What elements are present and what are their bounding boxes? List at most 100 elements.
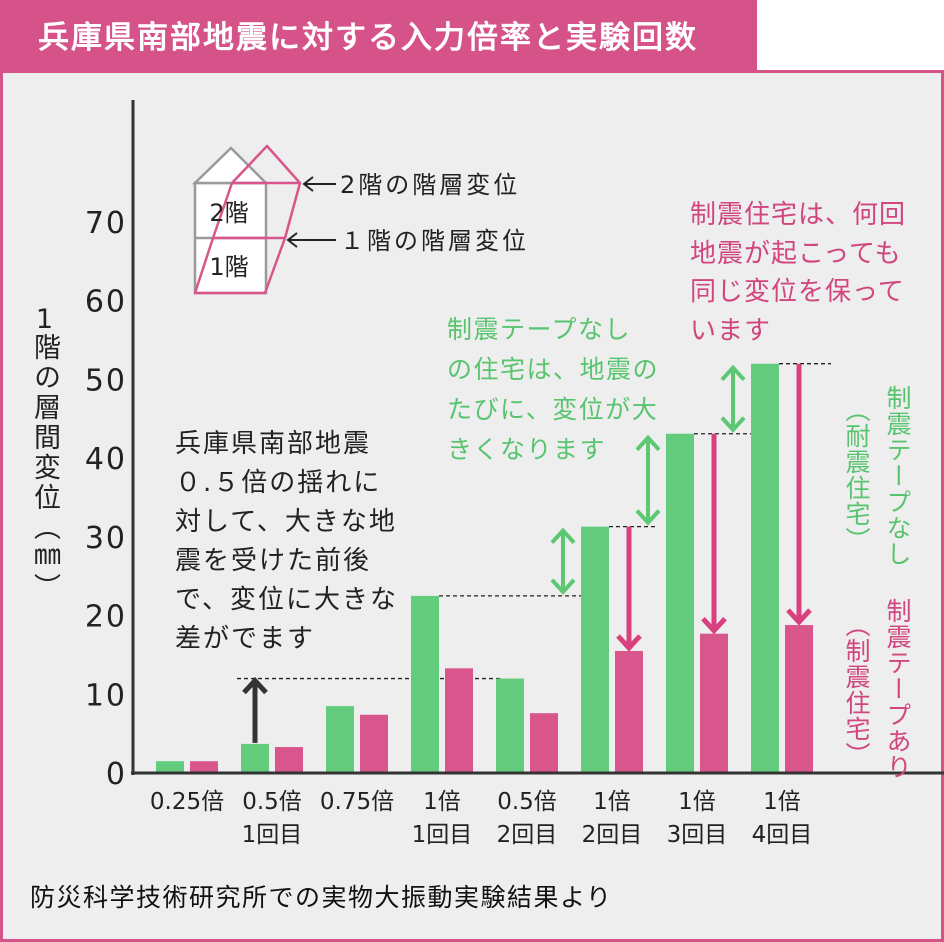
chart-marks: 0 10 20 30 40 50 60 70 0.25倍 0.5倍 1回目 0.75倍 1倍 1回目 0.5… [85,100,944,848]
y-tick-label: 70 [85,206,127,241]
x-tick-label: 1倍 [423,789,461,815]
vertical-char: 1 [35,306,54,333]
y-tick-label: 10 [85,678,127,713]
bar-with-tape-0 [190,761,218,773]
x-tick-label: 0.75倍 [320,789,394,815]
chart-panel [0,70,944,942]
annotation-line: 震を受けた前後 [175,546,372,576]
growth-arrow-without-tape-7-head [720,364,746,382]
annotation-line: います [690,315,772,346]
annotation-line: 地震が起こっても [690,238,902,269]
vertical-char: ー [883,463,912,489]
annotation-line: たびに、変位が大 [447,395,659,424]
bar-with-tape-4 [530,713,558,773]
annotation-line: 制震住宅は、何回 [690,200,907,230]
vertical-char: 住 [842,475,871,501]
vertical-char: な [883,515,912,541]
vertical-char: し [883,541,912,567]
growth-arrow-without-tape-5-head [550,578,576,595]
x-tick-label: 1倍 [678,789,716,815]
bar-with-tape-7 [785,625,813,773]
growth-arrow-without-tape-6-head [635,434,661,452]
annotation-line: 制震テープなし [447,315,632,344]
y-axis-label: 1階の層間変位（㎜） [29,306,60,603]
x-tick-label: 1倍 [593,789,631,815]
y-tick-label: 60 [85,285,127,320]
vertical-char: 宅 [842,501,871,527]
annotation-line: 差がでます [175,624,316,654]
floor2-label: 2階 [209,199,248,227]
bar-without-tape-0 [156,761,184,773]
y-tick-label: 20 [85,600,127,635]
legend-without-tape-note: （耐震住宅） [842,397,871,553]
x-tick-label: 1回目 [412,822,473,848]
growth-arrow-without-tape-5-head [550,527,576,544]
vertical-char: （ [29,513,60,543]
bar-with-tape-2 [360,714,388,773]
vertical-char: 震 [883,624,912,650]
floor1-label: 1階 [209,253,248,281]
annotation-without-tape: 制震テープなし の住宅は、地震の たびに、変位が大 きくなります [447,310,659,470]
vertical-char: 制 [883,385,912,411]
floor1-drift-label: １階の階層変位 [340,227,529,255]
x-tick-label: 2回目 [582,822,643,848]
x-tick-label: 4回目 [752,822,813,848]
vertical-char: ー [883,676,912,702]
floor1-drift-arrow-head [286,232,298,248]
bar-without-tape-5 [581,526,609,773]
vertical-char: 震 [842,664,871,690]
bar-with-tape-1 [275,747,303,773]
vertical-char: （ [842,612,871,638]
annotation-line: 兵庫県南部地震 [175,429,372,459]
x-tick-label: 0.5倍 [242,789,302,815]
annotation-line: きくなります [447,435,607,464]
vertical-char: 震 [883,411,912,437]
x-tick-label: 2回目 [497,822,558,848]
vertical-char: の [29,363,60,393]
bar-without-tape-3 [411,595,439,773]
floor2-drift-label: 2階の階層変位 [340,171,520,199]
vertical-char: プ [883,489,912,515]
y-tick-label: 50 [85,363,127,398]
y-tick-label: 0 [106,757,127,792]
annotation-line: の住宅は、地震の [447,355,660,384]
vertical-char: ） [29,573,60,603]
vertical-char: ） [842,527,871,553]
y-tick-label: 40 [85,442,127,477]
annotation-line: ０.５倍の揺れに [175,468,382,498]
building-drift-diagram: 2階 1階 2階の階層変位 １階の階層変位 [191,144,529,295]
x-tick-label: 0.5倍 [497,789,557,815]
chart-title: 兵庫県南部地震に対する入力倍率と実験回数 [38,20,698,56]
legend-without-tape-name: 制震テープなし [883,385,912,567]
reduction-arrow-with-tape-6-head [701,616,727,635]
annotation-before-after-difference: 兵庫県南部地震 ０.５倍の揺れに 対して、大きな地 震を受けた前後 で、変位に大… [175,425,398,659]
growth-arrow-without-tape-7-head [720,416,746,433]
vertical-char: ㎜ [29,543,60,573]
annotation-line: で、変位に大きな [175,585,398,615]
bar-without-tape-4 [496,678,524,773]
annotation-line: 対して、大きな地 [175,507,397,537]
x-tick-label: 1回目 [242,822,303,848]
vertical-char: 制 [842,638,871,664]
building-original-roof [191,146,270,185]
bar-without-tape-6 [666,433,694,773]
x-tick-label: 3回目 [667,822,728,848]
annotation-with-tape: 制震住宅は、何回 地震が起こっても 同じ変位を保って います [690,196,906,350]
growth-arrow-without-tape-6-head [635,509,661,526]
floor2-drift-arrow-head [302,176,314,192]
bar-without-tape-1 [241,743,269,773]
bar-with-tape-5 [615,650,643,773]
vertical-char: テ [883,437,912,463]
bar-with-tape-3 [445,668,473,773]
x-tick-label: 0.25倍 [150,789,224,815]
vertical-char: （ [842,397,871,423]
x-tick-label: 1倍 [763,789,801,815]
y-tick-label: 30 [85,521,127,556]
reduction-arrow-with-tape-5-head [616,634,642,652]
bar-without-tape-7 [751,363,779,773]
vertical-char: 階 [29,333,60,363]
legend-with-tape-note: （制震住宅） [842,612,871,768]
vertical-char: 震 [842,449,871,475]
